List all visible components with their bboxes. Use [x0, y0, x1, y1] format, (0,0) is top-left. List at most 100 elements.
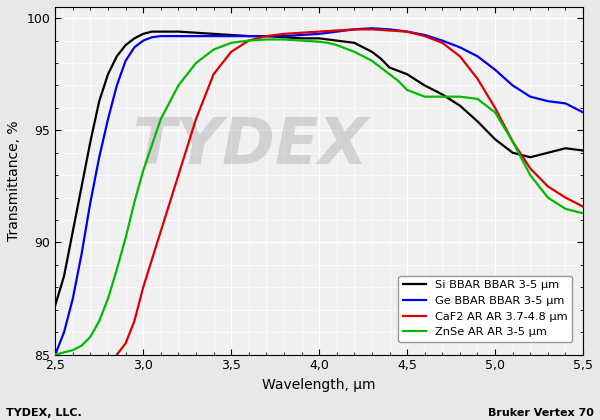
Si BBAR BBAR 3-5 μm [377, 56, 385, 61]
Si BBAR BBAR 3-5 μm [104, 72, 112, 77]
ZnSe AR AR 3-5 μm [227, 40, 235, 45]
Si BBAR BBAR 3-5 μm [404, 72, 411, 77]
ZnSe AR AR 3-5 μm [325, 40, 332, 45]
Y-axis label: Transmittance, %: Transmittance, % [7, 121, 21, 241]
CaF2 AR AR 3.7-4.8 μm [210, 72, 217, 77]
Si BBAR BBAR 3-5 μm [52, 303, 59, 308]
ZnSe AR AR 3-5 μm [421, 94, 428, 99]
Ge BBAR BBAR 3-5 μm [298, 32, 305, 37]
Si BBAR BBAR 3-5 μm [333, 38, 340, 43]
Si BBAR BBAR 3-5 μm [280, 35, 287, 40]
ZnSe AR AR 3-5 μm [456, 94, 463, 99]
CaF2 AR AR 3.7-4.8 μm [263, 34, 270, 39]
ZnSe AR AR 3-5 μm [104, 296, 112, 301]
Si BBAR BBAR 3-5 μm [193, 30, 200, 35]
Ge BBAR BBAR 3-5 μm [527, 94, 534, 99]
Ge BBAR BBAR 3-5 μm [474, 54, 481, 59]
ZnSe AR AR 3-5 μm [298, 38, 305, 43]
Si BBAR BBAR 3-5 μm [61, 273, 68, 278]
ZnSe AR AR 3-5 μm [140, 168, 147, 173]
Ge BBAR BBAR 3-5 μm [544, 99, 551, 104]
ZnSe AR AR 3-5 μm [386, 72, 393, 77]
ZnSe AR AR 3-5 μm [78, 343, 85, 348]
ZnSe AR AR 3-5 μm [52, 352, 59, 357]
CaF2 AR AR 3.7-4.8 μm [544, 184, 551, 189]
ZnSe AR AR 3-5 μm [316, 39, 323, 44]
ZnSe AR AR 3-5 μm [122, 236, 129, 241]
Si BBAR BBAR 3-5 μm [113, 54, 121, 59]
Ge BBAR BBAR 3-5 μm [52, 352, 59, 357]
Si BBAR BBAR 3-5 μm [491, 137, 499, 142]
Si BBAR BBAR 3-5 μm [131, 36, 138, 41]
Ge BBAR BBAR 3-5 μm [280, 34, 287, 39]
Si BBAR BBAR 3-5 μm [227, 32, 235, 37]
Si BBAR BBAR 3-5 μm [122, 42, 129, 47]
CaF2 AR AR 3.7-4.8 μm [421, 34, 428, 39]
Ge BBAR BBAR 3-5 μm [87, 200, 94, 205]
CaF2 AR AR 3.7-4.8 μm [316, 29, 323, 34]
Ge BBAR BBAR 3-5 μm [193, 34, 200, 39]
Ge BBAR BBAR 3-5 μm [227, 34, 235, 39]
Si BBAR BBAR 3-5 μm [148, 29, 155, 34]
ZnSe AR AR 3-5 μm [439, 94, 446, 99]
CaF2 AR AR 3.7-4.8 μm [131, 318, 138, 323]
Si BBAR BBAR 3-5 μm [78, 184, 85, 189]
ZnSe AR AR 3-5 μm [580, 211, 587, 216]
Line: Ge BBAR BBAR 3-5 μm: Ge BBAR BBAR 3-5 μm [55, 28, 583, 354]
CaF2 AR AR 3.7-4.8 μm [298, 30, 305, 35]
ZnSe AR AR 3-5 μm [544, 195, 551, 200]
CaF2 AR AR 3.7-4.8 μm [351, 27, 358, 32]
CaF2 AR AR 3.7-4.8 μm [386, 28, 393, 33]
Ge BBAR BBAR 3-5 μm [439, 38, 446, 43]
Ge BBAR BBAR 3-5 μm [456, 45, 463, 50]
CaF2 AR AR 3.7-4.8 μm [227, 49, 235, 54]
ZnSe AR AR 3-5 μm [562, 206, 569, 211]
Si BBAR BBAR 3-5 μm [562, 146, 569, 151]
Ge BBAR BBAR 3-5 μm [491, 67, 499, 72]
Ge BBAR BBAR 3-5 μm [386, 27, 393, 32]
Line: CaF2 AR AR 3.7-4.8 μm: CaF2 AR AR 3.7-4.8 μm [117, 29, 583, 354]
Si BBAR BBAR 3-5 μm [95, 99, 103, 104]
ZnSe AR AR 3-5 μm [157, 117, 164, 122]
Ge BBAR BBAR 3-5 μm [175, 34, 182, 39]
ZnSe AR AR 3-5 μm [69, 348, 76, 353]
CaF2 AR AR 3.7-4.8 μm [439, 40, 446, 45]
CaF2 AR AR 3.7-4.8 μm [456, 54, 463, 59]
ZnSe AR AR 3-5 μm [509, 139, 516, 144]
Ge BBAR BBAR 3-5 μm [245, 34, 253, 39]
CaF2 AR AR 3.7-4.8 μm [333, 28, 340, 33]
Si BBAR BBAR 3-5 μm [210, 32, 217, 37]
CaF2 AR AR 3.7-4.8 μm [474, 76, 481, 81]
Si BBAR BBAR 3-5 μm [157, 29, 164, 34]
ZnSe AR AR 3-5 μm [193, 60, 200, 66]
Si BBAR BBAR 3-5 μm [87, 139, 94, 144]
ZnSe AR AR 3-5 μm [474, 97, 481, 102]
Ge BBAR BBAR 3-5 μm [113, 83, 121, 88]
Ge BBAR BBAR 3-5 μm [368, 26, 376, 31]
CaF2 AR AR 3.7-4.8 μm [580, 204, 587, 209]
Ge BBAR BBAR 3-5 μm [61, 330, 68, 335]
CaF2 AR AR 3.7-4.8 μm [509, 139, 516, 144]
Legend: Si BBAR BBAR 3-5 μm, Ge BBAR BBAR 3-5 μm, CaF2 AR AR 3.7-4.8 μm, ZnSe AR AR 3-5 : Si BBAR BBAR 3-5 μm, Ge BBAR BBAR 3-5 μm… [398, 276, 572, 342]
Ge BBAR BBAR 3-5 μm [509, 83, 516, 88]
Ge BBAR BBAR 3-5 μm [404, 29, 411, 34]
CaF2 AR AR 3.7-4.8 μm [113, 352, 121, 357]
CaF2 AR AR 3.7-4.8 μm [368, 27, 376, 32]
CaF2 AR AR 3.7-4.8 μm [527, 166, 534, 171]
Ge BBAR BBAR 3-5 μm [316, 32, 323, 37]
Line: ZnSe AR AR 3-5 μm: ZnSe AR AR 3-5 μm [55, 39, 583, 354]
CaF2 AR AR 3.7-4.8 μm [175, 173, 182, 178]
Si BBAR BBAR 3-5 μm [456, 103, 463, 108]
CaF2 AR AR 3.7-4.8 μm [193, 117, 200, 122]
CaF2 AR AR 3.7-4.8 μm [562, 195, 569, 200]
Si BBAR BBAR 3-5 μm [175, 29, 182, 34]
Si BBAR BBAR 3-5 μm [386, 65, 393, 70]
Ge BBAR BBAR 3-5 μm [78, 251, 85, 256]
Ge BBAR BBAR 3-5 μm [333, 29, 340, 34]
Si BBAR BBAR 3-5 μm [421, 83, 428, 88]
Ge BBAR BBAR 3-5 μm [122, 58, 129, 63]
ZnSe AR AR 3-5 μm [395, 79, 402, 84]
CaF2 AR AR 3.7-4.8 μm [404, 29, 411, 34]
Si BBAR BBAR 3-5 μm [580, 148, 587, 153]
ZnSe AR AR 3-5 μm [527, 173, 534, 178]
